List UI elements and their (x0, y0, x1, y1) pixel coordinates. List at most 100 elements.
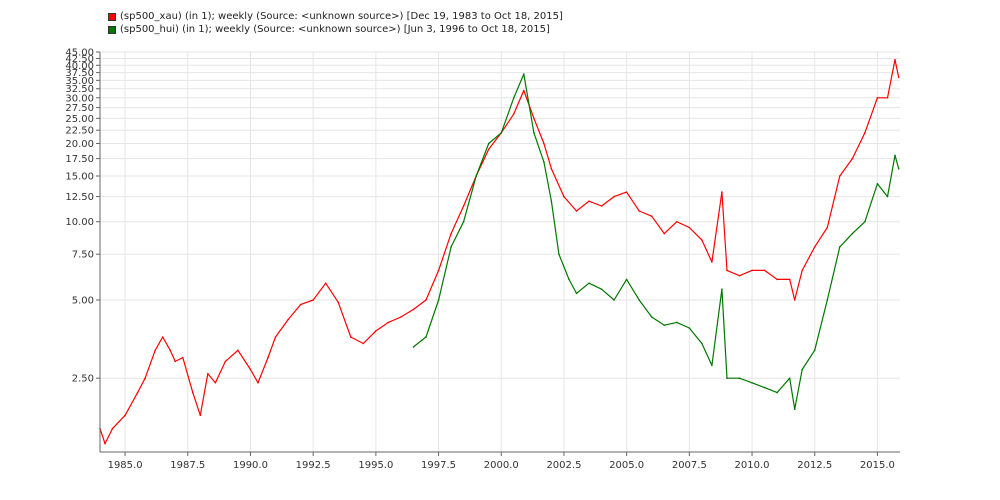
data-point-hui (412, 346, 415, 348)
y-tick-label: 37.50 (65, 68, 94, 79)
data-point-xau (721, 191, 723, 193)
data-point-hui (886, 195, 889, 198)
data-point-hui (776, 391, 778, 394)
x-tick-label: 1985.0 (108, 460, 143, 471)
data-point-hui (839, 246, 841, 248)
data-point-hui (462, 220, 465, 223)
data-point-xau (111, 427, 114, 430)
legend-swatch-hui (108, 25, 116, 34)
data-point-xau (350, 336, 352, 338)
data-point-xau (154, 349, 156, 352)
data-point-hui (558, 253, 560, 255)
data-point-hui (437, 299, 440, 301)
data-point-xau (763, 269, 766, 272)
y-tick-label: 7.50 (72, 250, 94, 261)
legend: (sp500_xau) (in 1); weekly (Source: <unk… (108, 10, 563, 36)
legend-label-hui: (sp500_hui) (in 1); weekly (Source: <unk… (120, 24, 550, 35)
data-point-hui (533, 132, 535, 134)
data-point-hui (600, 288, 603, 291)
data-point-xau (161, 336, 164, 338)
x-tick-label: 1990.0 (233, 460, 268, 471)
data-point-xau (663, 232, 666, 235)
data-point-xau (638, 210, 640, 212)
y-tick-label: 35.00 (65, 76, 94, 87)
data-point-xau (543, 142, 545, 145)
data-point-xau (124, 414, 126, 417)
data-point-xau (701, 239, 703, 241)
data-point-hui (676, 321, 678, 324)
data-point-xau (813, 246, 816, 248)
y-tick-label: 30.00 (65, 93, 94, 104)
y-tick-label: 10.00 (65, 217, 94, 228)
data-point-xau (533, 117, 535, 120)
data-point-hui (788, 377, 791, 380)
data-point-hui (763, 386, 766, 389)
data-point-xau (462, 205, 465, 207)
data-point-xau (788, 278, 791, 281)
data-point-xau (575, 210, 578, 212)
data-point-xau (826, 226, 829, 229)
y-tick-label: 2.50 (72, 374, 94, 385)
y-tick-label: 17.50 (65, 154, 94, 165)
data-point-xau (487, 148, 490, 151)
data-point-xau (600, 205, 603, 207)
x-tick-label: 1995.0 (358, 460, 393, 471)
data-point-hui (751, 382, 753, 384)
data-point-hui (701, 342, 703, 345)
data-point-xau (274, 336, 277, 338)
data-point-xau (676, 220, 678, 223)
y-tick-label: 27.50 (65, 103, 94, 114)
data-point-xau (199, 414, 202, 417)
data-point-xau (437, 269, 440, 272)
data-point-xau (876, 97, 879, 99)
data-point-xau (450, 232, 452, 235)
data-point-hui (726, 377, 728, 380)
data-point-xau (387, 321, 390, 324)
data-point-xau (625, 191, 628, 193)
data-point-xau (214, 382, 217, 384)
data-point-xau (237, 349, 239, 352)
x-tick-label: 2012.5 (797, 460, 832, 471)
axes (99, 52, 900, 453)
legend-item-hui[interactable]: (sp500_hui) (in 1); weekly (Source: <unk… (108, 23, 563, 36)
legend-item-xau[interactable]: (sp500_xau) (in 1); weekly (Source: <unk… (108, 10, 563, 23)
y-tick-label: 40.00 (65, 61, 94, 72)
data-point-xau (613, 195, 615, 198)
data-point-xau (688, 226, 691, 229)
data-point-xau (182, 356, 184, 359)
data-point-xau (224, 360, 227, 363)
data-point-xau (324, 282, 327, 285)
y-tick-label: 12.50 (65, 192, 94, 203)
data-point-hui (475, 175, 478, 177)
data-point-xau (588, 200, 590, 202)
x-tick-label: 1992.5 (296, 460, 331, 471)
data-point-xau (257, 382, 259, 384)
data-point-xau (851, 157, 854, 160)
data-point-hui (487, 142, 490, 145)
legend-swatch-xau (108, 12, 116, 21)
data-point-xau (711, 261, 713, 263)
data-point-xau (169, 349, 171, 352)
data-point-hui (721, 288, 723, 291)
data-point-hui (663, 324, 666, 327)
data-point-xau (425, 299, 427, 301)
series-group (99, 59, 900, 445)
legend-label-xau: (sp500_xau) (in 1); weekly (Source: <unk… (120, 11, 563, 22)
data-point-xau (249, 368, 252, 371)
series-line-hui (413, 73, 900, 410)
data-point-xau (650, 215, 653, 217)
data-point-xau (299, 303, 302, 306)
grid (100, 51, 900, 452)
data-point-xau (513, 113, 515, 115)
data-point-xau (362, 342, 365, 345)
data-point-xau (267, 356, 269, 359)
data-point-hui (876, 183, 879, 185)
data-point-hui (864, 220, 866, 223)
data-point-xau (793, 299, 796, 301)
series-line-xau (99, 59, 900, 445)
data-point-xau (174, 360, 176, 363)
data-point-xau (337, 301, 340, 304)
y-tick-label: 25.00 (65, 114, 94, 125)
